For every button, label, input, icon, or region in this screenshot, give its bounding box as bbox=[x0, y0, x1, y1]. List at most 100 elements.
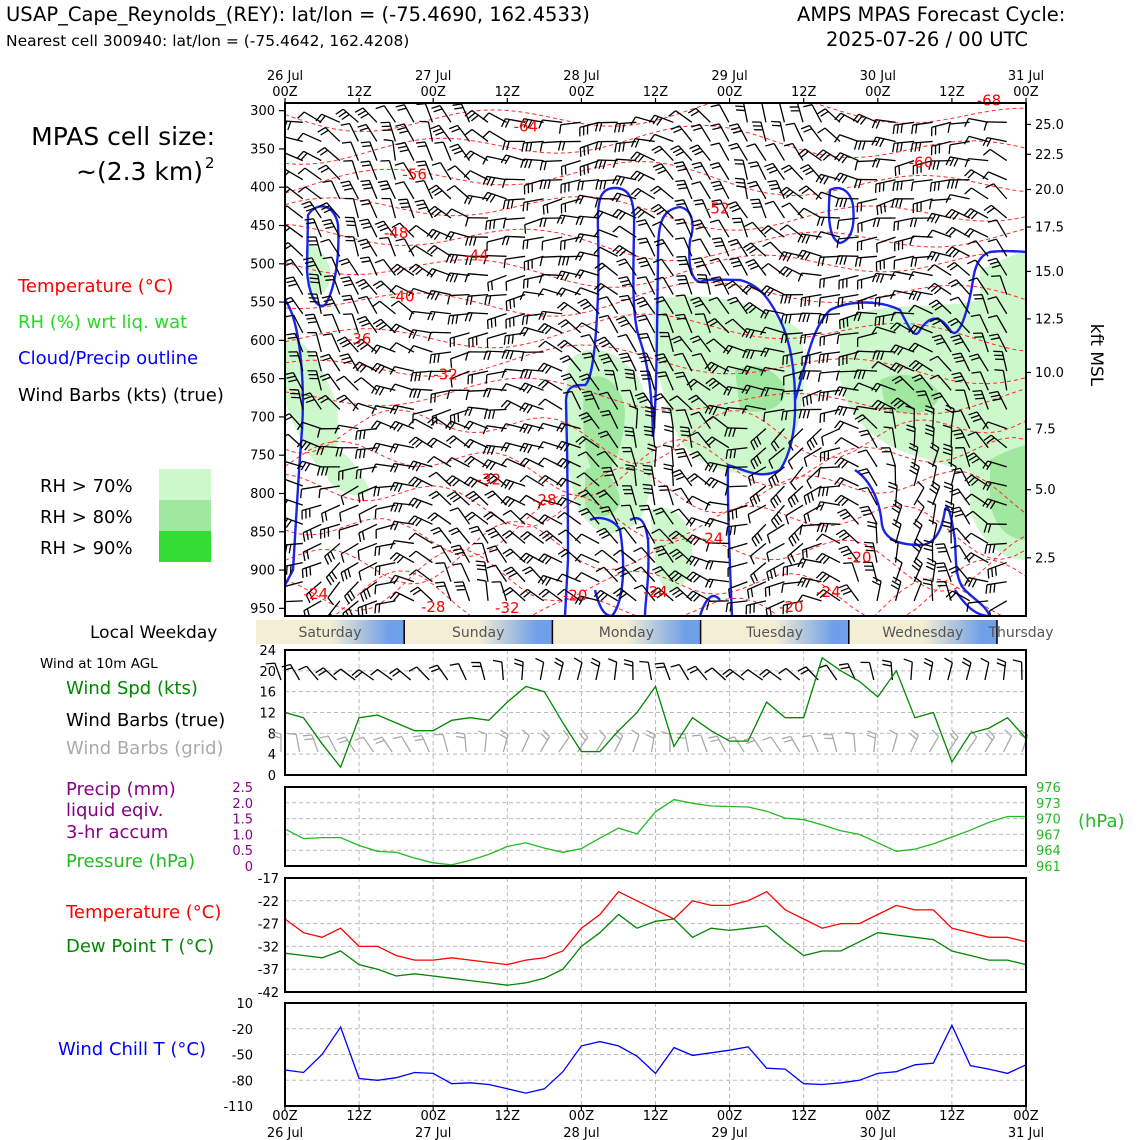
wind-barb-feather bbox=[876, 205, 879, 216]
wind-barb-feather bbox=[501, 179, 506, 189]
wind-barb-feather bbox=[693, 594, 701, 602]
wind-barb-staff bbox=[502, 734, 509, 753]
pressure-line bbox=[284, 798, 1026, 866]
wind-barb-staff bbox=[352, 198, 359, 219]
wind-barb-staff bbox=[416, 666, 430, 681]
wind-barb-feather bbox=[914, 377, 923, 382]
wind-barb-feather bbox=[370, 362, 378, 371]
wind-barb-feather bbox=[475, 560, 485, 563]
pressure-tick: 976 bbox=[1036, 781, 1061, 796]
wind-barb-feather bbox=[375, 443, 381, 453]
wind-barb-feather bbox=[656, 209, 665, 216]
wind-barb-staff bbox=[933, 264, 952, 276]
wind-barb-feather bbox=[842, 318, 845, 328]
wind-barb-feather bbox=[644, 410, 655, 414]
wind-barb-feather bbox=[389, 443, 395, 453]
wind-barb-feather bbox=[285, 188, 291, 194]
wind-barb-staff bbox=[700, 353, 711, 372]
wind-barb-feather bbox=[964, 187, 972, 195]
wind-barb-feather bbox=[931, 334, 941, 339]
wind-barb-feather bbox=[708, 735, 718, 739]
wind-barb-staff bbox=[392, 140, 397, 161]
wind-barb-staff bbox=[402, 162, 415, 181]
wind-barb-feather bbox=[482, 459, 489, 468]
wind-barb-feather bbox=[557, 141, 562, 151]
wind-barb-feather bbox=[482, 156, 488, 165]
wind-barb-feather bbox=[950, 544, 960, 549]
wind-barb-feather bbox=[773, 568, 777, 578]
wind-barb-feather bbox=[982, 460, 989, 469]
wind-barb-feather bbox=[389, 342, 397, 350]
wind-barb-feather bbox=[782, 189, 791, 196]
wind-barb-feather bbox=[452, 548, 462, 552]
wind-barb-feather bbox=[486, 513, 495, 521]
wind-barb-feather bbox=[968, 455, 978, 461]
wind-barb-feather bbox=[800, 124, 810, 130]
wind-barb-feather bbox=[287, 336, 297, 340]
wind-barb-feather bbox=[911, 374, 921, 379]
wind-barb-feather bbox=[431, 544, 441, 549]
wind-barb-feather bbox=[468, 312, 473, 322]
wind-barb-feather bbox=[504, 155, 511, 165]
wind-barb-feather bbox=[468, 493, 477, 500]
wind-barb-feather bbox=[936, 341, 946, 345]
wind-barb-staff bbox=[456, 527, 471, 544]
wind-barb-feather bbox=[986, 437, 995, 444]
wind-barb-feather bbox=[930, 285, 939, 293]
wind-barb-feather bbox=[300, 462, 307, 471]
wind-barb-staff bbox=[375, 463, 396, 468]
wind-barb-feather bbox=[936, 566, 946, 569]
wind-barb-feather bbox=[596, 336, 605, 342]
wind-barb-feather bbox=[324, 466, 329, 476]
wind-barb-feather bbox=[336, 336, 346, 342]
wind-barb-feather bbox=[526, 405, 533, 414]
wind-barb-feather bbox=[676, 221, 686, 225]
wind-barb-staff bbox=[810, 735, 819, 753]
wind-barb-staff bbox=[974, 259, 989, 276]
wind-barb-feather bbox=[725, 526, 729, 536]
wind-barb-feather bbox=[936, 546, 946, 550]
wind-barb-feather bbox=[689, 144, 699, 150]
wind-barb-feather bbox=[802, 313, 807, 323]
wind-barb-feather bbox=[872, 576, 882, 582]
wind-barb-feather bbox=[524, 569, 534, 575]
wind-barb-feather bbox=[945, 590, 953, 598]
wind-barb-feather bbox=[802, 397, 805, 407]
wind-barb-feather bbox=[784, 333, 788, 343]
wind-barb-feather bbox=[637, 395, 646, 400]
wind-barb-staff bbox=[770, 504, 785, 521]
wind-barb-feather bbox=[768, 479, 773, 488]
wind-barb-feather bbox=[362, 225, 372, 229]
wind-barb-feather bbox=[857, 370, 862, 379]
wind-barb-feather bbox=[630, 116, 637, 125]
wind-barb-staff bbox=[450, 351, 470, 360]
wind-chill-line bbox=[284, 1023, 1027, 1094]
wind-barb-feather bbox=[840, 587, 850, 592]
wind-barb-feather bbox=[525, 315, 529, 325]
wind-barb-feather bbox=[819, 175, 826, 184]
wind-barb-feather bbox=[594, 159, 599, 169]
wind-barb-feather bbox=[450, 358, 453, 368]
wind-barb-feather bbox=[951, 568, 960, 574]
wind-barb-staff bbox=[597, 159, 618, 162]
wind-barb-feather bbox=[449, 437, 458, 445]
wind-barb-feather bbox=[597, 285, 605, 293]
wind-barb-feather bbox=[621, 283, 631, 287]
wind-barb-feather bbox=[500, 496, 508, 504]
wind-barb-feather bbox=[319, 115, 326, 124]
wind-barb-feather bbox=[502, 509, 512, 516]
wind-chill-tick: -110 bbox=[223, 1100, 253, 1115]
wind-barb-feather bbox=[636, 257, 646, 261]
wind-barb-feather bbox=[834, 420, 841, 429]
wind-barb-feather bbox=[529, 142, 533, 152]
wind-barb-staff bbox=[607, 315, 619, 334]
wind-barb-feather bbox=[411, 499, 419, 508]
wind-barb-feather bbox=[971, 457, 980, 464]
wind-barb-feather bbox=[914, 518, 923, 526]
kft-tick-label: 5.0 bbox=[1035, 483, 1056, 498]
temperature-label: -20 bbox=[847, 548, 872, 566]
wind-barb-staff bbox=[304, 167, 322, 181]
wind-barb-feather bbox=[578, 195, 585, 205]
wind-barb-feather bbox=[816, 149, 824, 157]
wind-barb-feather bbox=[323, 208, 333, 214]
